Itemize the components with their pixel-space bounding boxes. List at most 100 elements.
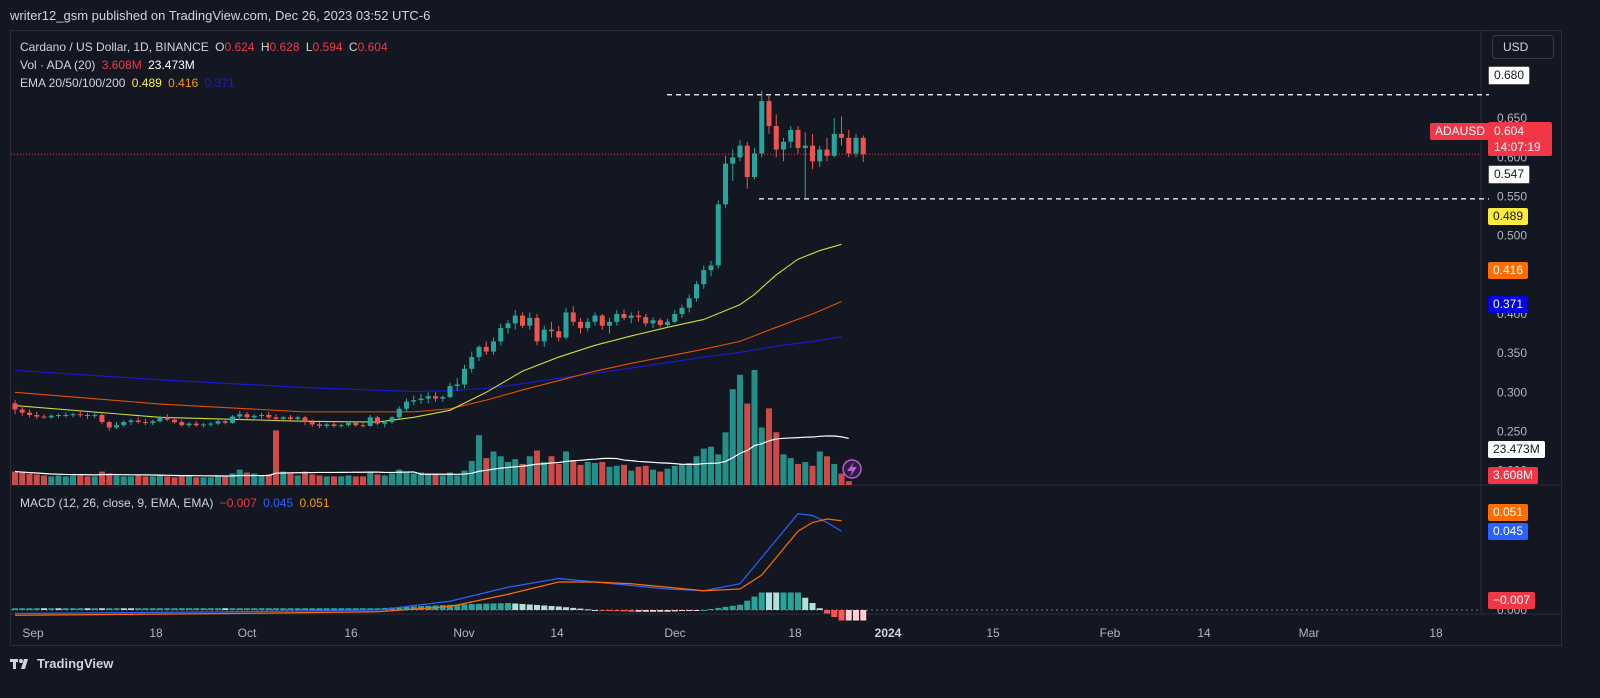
volume-bar: [157, 474, 163, 485]
candle-body: [788, 129, 794, 142]
volume-bar: [635, 466, 642, 485]
macd-label[interactable]: MACD (12, 26, close, 9, EMA, EMA): [20, 496, 214, 510]
chart-frame[interactable]: 0.6500.6000.5500.5000.4500.4000.3500.300…: [10, 30, 1563, 647]
ema20-tag: 0.489: [1488, 208, 1529, 225]
volume-bar: [396, 469, 403, 485]
ema-label[interactable]: EMA 20/50/100/200: [20, 76, 126, 90]
macd-histogram-bar: [461, 604, 468, 610]
macd-histogram-bar: [664, 610, 671, 612]
candle-body: [12, 403, 18, 410]
macd-histogram-bar: [505, 603, 511, 610]
tradingview-logo-icon: [10, 658, 28, 669]
candle-body: [824, 149, 830, 156]
volume-bar: [809, 465, 816, 485]
lightning-icon[interactable]: [842, 459, 862, 479]
candle-body: [665, 321, 670, 325]
candle-body: [331, 424, 337, 426]
low-label: L: [305, 40, 313, 54]
candle-body: [99, 415, 105, 423]
volume-bar: [795, 463, 801, 485]
candle-body: [280, 417, 286, 419]
price-axis-tick: 0.300: [1497, 385, 1527, 399]
low-line-tag: 0.547: [1488, 165, 1531, 184]
volume-bar: [831, 463, 838, 485]
candle-body: [592, 315, 598, 322]
candle-body: [476, 346, 482, 358]
chart-canvas[interactable]: 0.6500.6000.5500.5000.4500.4000.3500.300…: [11, 31, 1563, 647]
low-value: 0.594: [312, 40, 343, 54]
macd-histogram-bar: [621, 610, 627, 612]
volume-bar: [715, 454, 722, 485]
volume-bar: [280, 471, 287, 485]
volume-bar: [178, 476, 185, 485]
time-axis-tick: 18: [788, 626, 802, 640]
volume-bar: [171, 477, 178, 485]
volume-bar: [454, 475, 461, 485]
candle-body: [802, 145, 808, 148]
candle-body: [41, 416, 47, 418]
candle-body: [382, 422, 388, 424]
candle-body: [860, 137, 866, 155]
macd-histogram-bar: [396, 607, 403, 610]
macd-histogram-bar: [55, 608, 62, 610]
volume-bar: [113, 475, 120, 485]
candle-body: [752, 153, 757, 177]
candle-body: [447, 386, 453, 397]
candle-body: [701, 270, 707, 285]
candle-body: [839, 133, 844, 138]
footer-brand[interactable]: TradingView: [10, 656, 113, 671]
candle-body: [48, 415, 54, 418]
volume-bar: [12, 471, 18, 485]
volume-bar: [142, 476, 149, 485]
volume-label[interactable]: Vol · ADA (20): [20, 58, 96, 72]
candle-body: [302, 417, 308, 423]
candle-body: [56, 415, 61, 416]
macd-histogram-bar: [795, 592, 801, 610]
macd-histogram-bar: [26, 608, 33, 610]
candle-body: [143, 422, 148, 424]
volume-bar: [403, 471, 410, 485]
macd-histogram-bar: [599, 610, 606, 611]
volume-bar: [483, 458, 490, 485]
volume-bar: [381, 475, 388, 485]
volume-bar: [418, 472, 424, 485]
candle-body: [411, 400, 417, 402]
macd-histogram-bar: [838, 610, 845, 621]
volume-tag: 3.608M: [1488, 467, 1539, 484]
candle-body: [440, 396, 446, 399]
volume-bar: [84, 476, 91, 485]
macd-histogram-bar: [722, 606, 729, 610]
candle-body: [462, 368, 467, 385]
volume-bar: [541, 462, 548, 485]
macd-histogram-bar: [91, 608, 98, 610]
publisher-bar: writer12_gsm published on TradingView.co…: [0, 0, 1600, 30]
publisher-text: writer12_gsm published on TradingView.co…: [10, 8, 431, 23]
macd-histogram-bar: [758, 592, 765, 610]
candle-body: [288, 417, 293, 419]
candle-body: [63, 415, 69, 416]
volume-bar: [577, 464, 584, 485]
macd-histogram-bar: [780, 592, 787, 610]
candle-body: [527, 317, 533, 326]
price-axis-tick: 0.550: [1497, 190, 1527, 204]
macd-histogram-bar: [490, 603, 497, 610]
volume-bar: [164, 476, 171, 485]
symbol-name[interactable]: Cardano / US Dollar, 1D, BINANCE: [20, 40, 209, 54]
candle-body: [121, 422, 127, 426]
macd-histogram-bar: [70, 608, 76, 610]
candle-body: [686, 298, 692, 308]
volume-bar: [338, 476, 345, 485]
close-label: C: [348, 40, 358, 54]
volume-bar: [200, 477, 207, 485]
currency-button[interactable]: USD: [1492, 35, 1554, 59]
candle-body: [389, 417, 395, 423]
candle-body: [831, 133, 837, 156]
volume-bar: [664, 468, 671, 485]
candle-body: [730, 157, 736, 164]
volume-bar: [838, 473, 845, 485]
candle-body: [338, 425, 344, 427]
macd-histogram-bar: [316, 608, 323, 610]
candle-body: [295, 417, 301, 419]
macd-legend: MACD (12, 26, close, 9, EMA, EMA) −0.007…: [20, 496, 333, 510]
candle-body: [715, 204, 721, 266]
